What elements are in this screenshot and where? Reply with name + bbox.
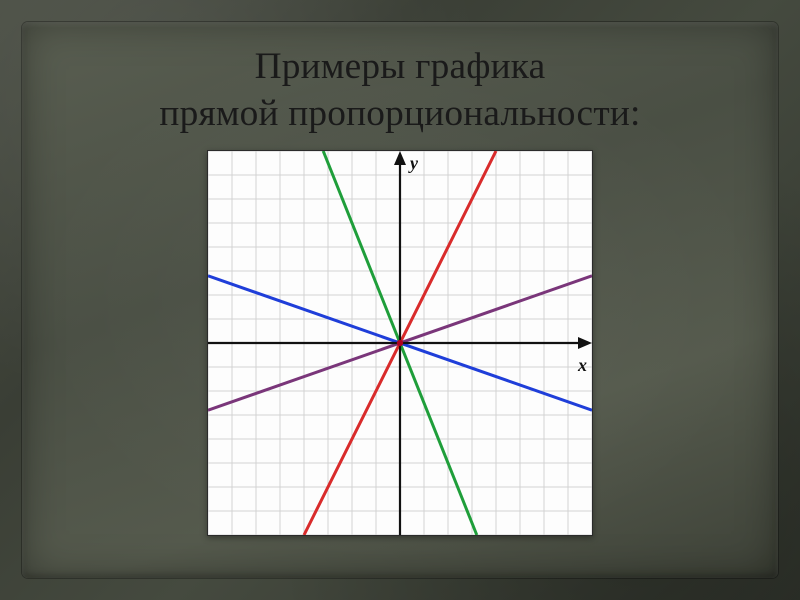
x-arrowhead xyxy=(578,337,592,349)
origin-dot xyxy=(397,340,403,346)
title-line-1: Примеры графика xyxy=(0,44,800,91)
y-arrowhead xyxy=(394,151,406,165)
page-title: Примеры графика прямой пропорциональност… xyxy=(0,44,800,137)
proportionality-chart: xy xyxy=(208,151,592,535)
title-line-2: прямой пропорциональности: xyxy=(0,91,800,138)
x-axis-label: x xyxy=(577,355,587,375)
y-axis-label: y xyxy=(408,153,419,173)
chart-container: xy xyxy=(207,150,593,536)
